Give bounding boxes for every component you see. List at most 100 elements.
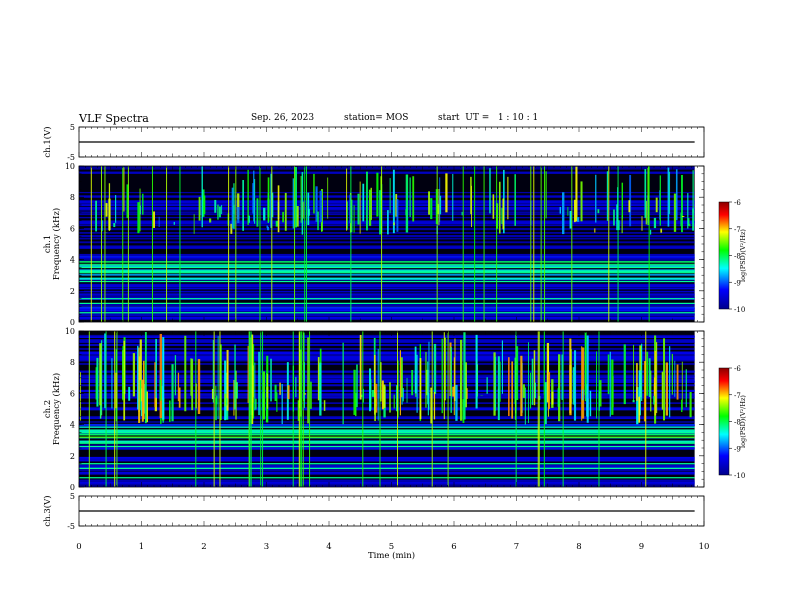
- emission-streak: [597, 209, 600, 214]
- frequency-band: [79, 235, 695, 238]
- sferic-spike: [379, 331, 381, 487]
- emission-streak: [393, 394, 395, 409]
- emission-streak: [141, 379, 144, 422]
- emission-streak: [623, 344, 626, 405]
- frequency-band: [79, 202, 695, 205]
- emission-streak: [561, 354, 563, 400]
- emission-streak: [154, 362, 156, 408]
- frequency-band: [79, 220, 695, 222]
- emission-streak: [317, 211, 319, 231]
- emission-streak: [414, 346, 417, 394]
- sferic-spike: [543, 331, 545, 487]
- emission-streak: [606, 171, 609, 221]
- emission-streak: [104, 333, 107, 409]
- emission-streak: [254, 178, 256, 224]
- carrier-line: [79, 445, 695, 448]
- emission-streak: [279, 382, 281, 395]
- sferic-spike: [309, 331, 311, 487]
- emission-streak: [295, 376, 297, 398]
- emission-streak: [507, 176, 509, 220]
- emission-streak: [247, 345, 249, 403]
- emission-streak: [396, 385, 398, 412]
- frequency-band: [79, 168, 695, 170]
- frequency-band: [79, 355, 695, 359]
- frequency-band: [79, 277, 695, 280]
- emission-streak: [557, 388, 560, 407]
- sferic-spike: [645, 331, 647, 487]
- frequency-band: [79, 381, 695, 383]
- emission-streak: [113, 222, 116, 228]
- emission-streak: [266, 225, 268, 228]
- emission-streak: [80, 372, 82, 421]
- emission-streak: [387, 210, 389, 235]
- emission-streak: [653, 377, 656, 395]
- frequency-band: [79, 385, 695, 387]
- frequency-band: [79, 241, 695, 244]
- emission-streak: [685, 369, 687, 408]
- emission-streak: [673, 193, 677, 232]
- emission-streak: [692, 170, 694, 213]
- emission-streak: [368, 189, 372, 226]
- x-tick-label: 6: [451, 542, 456, 552]
- emission-streak: [304, 393, 306, 395]
- emission-streak: [122, 346, 124, 401]
- emission-streak: [226, 349, 229, 411]
- emission-streak: [277, 185, 280, 233]
- sferic-spike: [544, 166, 546, 322]
- frequency-band: [79, 206, 695, 209]
- y-axis-label: Frequency (kHz): [51, 373, 62, 445]
- x-axis-label: Time (min): [368, 550, 415, 561]
- emission-streak: [327, 177, 329, 219]
- emission-streak: [247, 215, 250, 223]
- frequency-band: [79, 309, 695, 312]
- emission-streak: [224, 360, 227, 421]
- emission-streak: [492, 194, 495, 219]
- emission-streak: [234, 344, 236, 410]
- emission-streak: [95, 200, 97, 232]
- ch1-spectrogram-area: [79, 166, 695, 322]
- emission-streak: [258, 351, 260, 416]
- emission-streak: [396, 199, 399, 232]
- emission-streak: [647, 166, 650, 226]
- frequency-band: [79, 312, 695, 315]
- emission-streak: [215, 385, 217, 397]
- emission-streak: [405, 209, 407, 216]
- emission-streak: [224, 393, 227, 407]
- emission-streak: [567, 206, 569, 216]
- frequency-band: [79, 429, 695, 432]
- frequency-band: [79, 293, 695, 295]
- sferic-spike: [195, 331, 197, 487]
- carrier-line: [79, 431, 695, 434]
- station-label: station= MOS: [344, 113, 409, 123]
- emission-streak: [681, 361, 683, 410]
- colorbar-tick-label: -9: [734, 445, 741, 453]
- emission-streak: [212, 339, 214, 403]
- emission-streak: [577, 217, 580, 222]
- emission-streak: [296, 206, 299, 227]
- frequency-band: [79, 334, 695, 337]
- emission-streak: [284, 192, 287, 231]
- carrier-line: [79, 298, 695, 300]
- emission-streak: [247, 169, 249, 225]
- emission-streak: [219, 206, 221, 218]
- emission-streak: [262, 371, 265, 420]
- emission-streak: [427, 392, 429, 416]
- emission-streak: [303, 332, 305, 402]
- emission-streak: [641, 343, 643, 402]
- sferic-spike: [213, 331, 215, 487]
- emission-streak: [297, 400, 300, 421]
- sferic-spike: [105, 331, 107, 487]
- frequency-band: [79, 479, 695, 482]
- emission-streak: [453, 357, 455, 416]
- emission-streak: [252, 183, 254, 214]
- emission-streak: [430, 387, 433, 424]
- x-tick-label: 1: [139, 542, 144, 552]
- emission-streak: [237, 206, 240, 223]
- emission-streak: [632, 400, 635, 403]
- emission-streak: [416, 354, 418, 413]
- emission-streak: [681, 399, 683, 413]
- emission-streak: [548, 372, 551, 409]
- frequency-band: [79, 457, 695, 459]
- frequency-band: [79, 421, 695, 423]
- emission-streak: [594, 228, 596, 233]
